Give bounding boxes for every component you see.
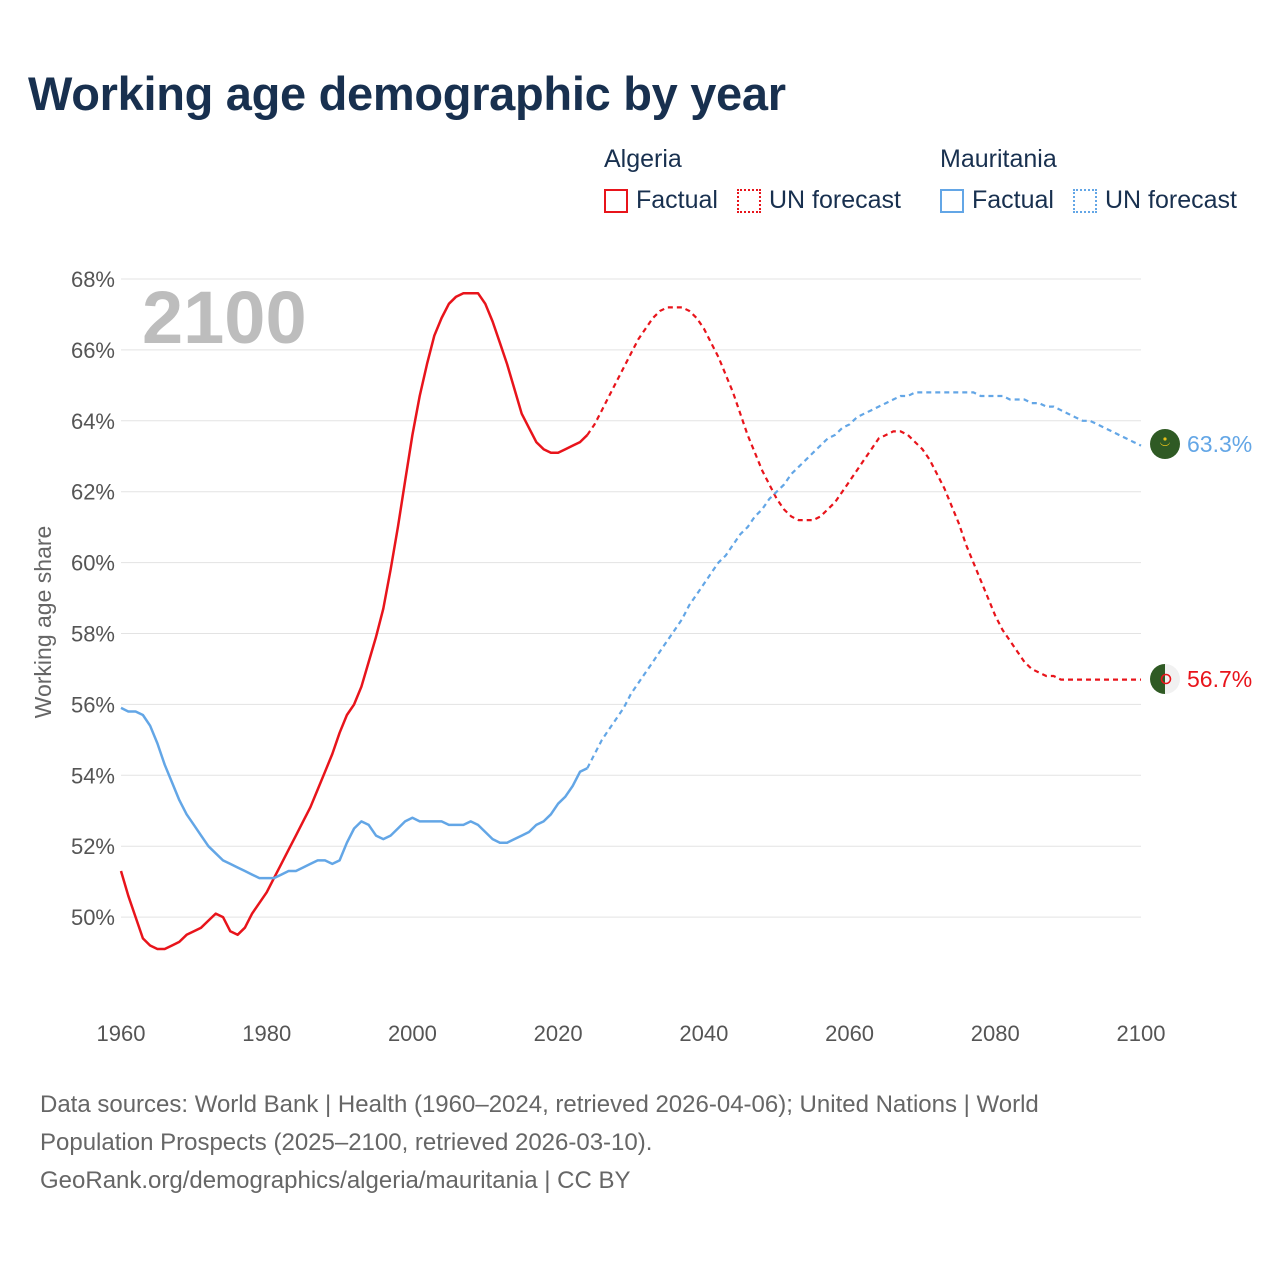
legend-item-algeria-forecast[interactable]: UN forecast [737,186,901,215]
mauritania-factual-line [120,706,588,880]
y-tick-label-50: 50% [71,905,115,930]
y-tick-label-56: 56% [71,692,115,717]
y-axis-label: Working age share [30,526,56,719]
y-tick-label-68: 68% [71,267,115,292]
y-tick-label-64: 64% [71,409,115,434]
mauritania-end-value: 63.3% [1187,431,1252,457]
x-tick-label-2080: 2080 [971,1021,1020,1046]
line-chart: 50% 52% 54% 56% 58% 60% 62% 64% 66% 68% 1960 1980 2… [30,267,1252,1046]
chart-title: Working age demographic by year [28,67,786,120]
algeria-end-value: 56.7% [1187,666,1252,692]
y-tick-label-66: 66% [71,338,115,363]
legend-swatch-algeria-forecast [737,188,761,213]
x-axis-ticks: 1960 1980 2000 2020 2040 2060 2080 2100 [97,1021,1166,1046]
y-tick-label-54: 54% [71,763,115,788]
source-note: Data sources: World Bank | Health (1960–… [40,1086,1220,1200]
source-line-1: Data sources: World Bank | Health (1960–… [40,1091,1039,1118]
x-tick-label-2060: 2060 [825,1021,874,1046]
x-tick-label-2020: 2020 [534,1021,583,1046]
x-tick-label-2000: 2000 [388,1021,437,1046]
x-tick-label-1960: 1960 [97,1021,146,1046]
y-tick-label-60: 60% [71,551,115,576]
source-line-2: Population Prospects (2025–2100, retriev… [40,1129,653,1156]
grid-lines [121,278,1141,918]
legend-swatch-mauritania-forecast [1073,188,1097,213]
legend-item-mauritania-forecast[interactable]: UN forecast [1073,186,1237,215]
legend-swatch-algeria-factual [604,188,628,213]
legend-label-algeria-forecast: UN forecast [769,186,901,214]
legend-item-algeria-factual[interactable]: Factual [604,186,718,215]
current-year-label: 2100 [142,276,307,359]
y-axis-ticks: 50% 52% 54% 56% 58% 60% 62% 64% 66% 68% [71,267,115,930]
algeria-forecast-line [586,306,1141,681]
legend-group-mauritania: Mauritania [940,145,1057,173]
legend-label-mauritania-factual: Factual [972,186,1054,214]
source-line-3: GeoRank.org/demographics/algeria/maurita… [40,1167,631,1194]
mauritania-forecast-line [586,391,1142,769]
y-tick-label-58: 58% [71,622,115,647]
mauritania-flag-icon [1150,429,1180,459]
legend-label-algeria-factual: Factual [636,186,718,214]
algeria-flag-icon [1150,664,1180,694]
y-tick-label-62: 62% [71,480,115,505]
algeria-factual-line [119,291,589,951]
legend-label-mauritania-forecast: UN forecast [1105,186,1237,214]
legend-item-mauritania-factual[interactable]: Factual [940,186,1054,215]
x-tick-label-2100: 2100 [1117,1021,1166,1046]
x-tick-label-2040: 2040 [679,1021,728,1046]
y-tick-label-52: 52% [71,834,115,859]
legend-swatch-mauritania-factual [940,188,964,213]
series-lines [119,291,1142,951]
x-tick-label-1980: 1980 [242,1021,291,1046]
legend-group-algeria: Algeria [604,145,682,173]
